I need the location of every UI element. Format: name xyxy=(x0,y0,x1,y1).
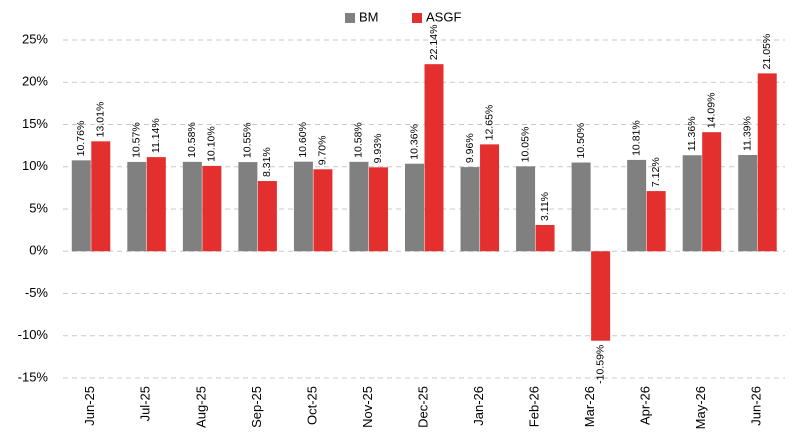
value-label: 10.81% xyxy=(630,120,642,156)
bar xyxy=(571,162,591,252)
legend-label: ASGF xyxy=(426,9,461,24)
bar xyxy=(182,161,202,252)
value-label: 11.36% xyxy=(686,116,698,151)
bar xyxy=(313,169,333,252)
bar xyxy=(646,191,666,252)
y-tick-label: -15% xyxy=(18,369,49,384)
value-label: 22.14% xyxy=(428,25,440,61)
y-tick-label: 20% xyxy=(22,74,48,89)
y-tick-label: -10% xyxy=(18,327,49,342)
value-label: 14.09% xyxy=(705,93,717,129)
value-label: 11.39% xyxy=(742,116,754,151)
value-label: 10.05% xyxy=(519,127,531,163)
bar xyxy=(627,159,647,252)
value-label: 8.31% xyxy=(261,147,273,177)
x-tick-label: May-26 xyxy=(693,386,708,429)
value-label: 13.01% xyxy=(95,102,107,138)
value-label: 9.70% xyxy=(317,136,329,166)
value-label: 12.65% xyxy=(483,105,495,141)
bar xyxy=(480,144,500,252)
bar xyxy=(591,251,611,341)
bar xyxy=(202,165,222,252)
value-label: 10.57% xyxy=(131,122,143,158)
legend-label: BM xyxy=(359,9,379,24)
x-tick-label: Feb-26 xyxy=(527,386,542,427)
x-tick-label: Jun-26 xyxy=(749,386,764,426)
value-label: 10.60% xyxy=(297,122,309,158)
bar xyxy=(127,161,147,252)
value-label: 10.50% xyxy=(575,123,587,159)
value-label: 11.14% xyxy=(150,118,162,153)
x-tick-label: Dec-25 xyxy=(415,386,430,428)
x-tick-label: Jun-25 xyxy=(82,386,97,426)
value-label: 10.58% xyxy=(186,122,198,158)
bar xyxy=(516,166,536,252)
value-label: 10.10% xyxy=(206,126,218,162)
bar xyxy=(535,224,555,252)
bar xyxy=(349,161,369,252)
value-label: 9.93% xyxy=(372,134,384,164)
bar xyxy=(738,155,758,252)
y-tick-label: 10% xyxy=(22,158,48,173)
y-tick-label: 15% xyxy=(22,116,48,131)
y-tick-label: -5% xyxy=(25,285,49,300)
y-tick-label: 5% xyxy=(29,200,48,215)
x-tick-label: Mar-26 xyxy=(582,386,597,427)
bar xyxy=(682,155,702,252)
value-label: 10.55% xyxy=(242,122,254,158)
bar xyxy=(238,162,258,252)
legend-swatch xyxy=(345,13,355,23)
value-label: -10.59% xyxy=(594,345,606,384)
value-label: 9.96% xyxy=(464,133,476,163)
bar xyxy=(71,160,91,252)
x-tick-label: Apr-26 xyxy=(638,386,653,425)
bar xyxy=(460,167,480,252)
bar xyxy=(757,73,777,252)
bar xyxy=(424,64,444,252)
legend-swatch xyxy=(412,13,422,23)
bar xyxy=(257,181,277,252)
x-tick-label: Jan-26 xyxy=(471,386,486,426)
value-label: 7.12% xyxy=(650,157,662,187)
x-tick-label: Nov-25 xyxy=(360,386,375,428)
bar xyxy=(405,163,424,252)
value-label: 10.58% xyxy=(353,122,365,158)
x-tick-label: Sep-25 xyxy=(249,386,264,428)
y-tick-label: 25% xyxy=(22,31,48,46)
bar xyxy=(368,167,388,252)
bar xyxy=(91,141,111,252)
bar xyxy=(146,157,166,252)
bar xyxy=(293,161,313,252)
x-tick-label: Jul-25 xyxy=(138,386,153,421)
bar xyxy=(702,132,722,252)
y-tick-label: 0% xyxy=(29,243,48,258)
value-label: 10.76% xyxy=(75,121,87,157)
x-tick-label: Oct-25 xyxy=(304,386,319,425)
value-label: 3.11% xyxy=(539,192,551,221)
value-label: 21.05% xyxy=(761,34,773,70)
value-label: 10.36% xyxy=(408,124,420,160)
x-tick-label: Aug-25 xyxy=(193,386,208,428)
